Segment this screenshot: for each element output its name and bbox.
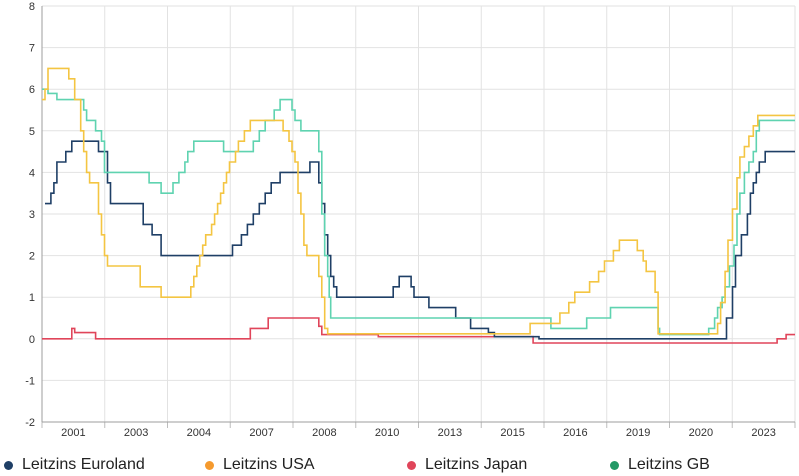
legend-label-usa: Leitzins USA bbox=[223, 456, 315, 473]
series-line-leitzins-euroland bbox=[45, 140, 795, 340]
legend-item-euroland[interactable]: Leitzins Euroland bbox=[4, 456, 145, 474]
x-tick-label: 2016 bbox=[563, 427, 587, 439]
x-axis-ticks: 2001 2003 2004 2007 2008 2010 2013 2015 2016 2019… bbox=[61, 427, 776, 439]
grid-lines bbox=[41, 5, 796, 423]
x-tick-label: 2010 bbox=[375, 427, 399, 439]
y-tick-label: 0 bbox=[29, 334, 35, 346]
y-tick-label: 5 bbox=[29, 126, 35, 138]
series-line-leitzins-usa bbox=[42, 67, 795, 335]
legend-label-gb: Leitzins GB bbox=[628, 456, 710, 473]
y-tick-label: -1 bbox=[25, 375, 35, 387]
legend-dot-euroland bbox=[4, 460, 13, 470]
legend-dot-gb bbox=[610, 460, 619, 470]
x-tick-label: 2019 bbox=[626, 427, 650, 439]
legend-label-euroland: Leitzins Euroland bbox=[22, 456, 145, 473]
x-tick-label: 2013 bbox=[438, 427, 462, 439]
x-tick-label: 2008 bbox=[312, 427, 336, 439]
legend-dot-japan bbox=[407, 460, 416, 470]
legend-label-japan: Leitzins Japan bbox=[425, 456, 528, 473]
y-tick-label: 4 bbox=[29, 167, 35, 179]
legend-dot-usa bbox=[205, 460, 214, 470]
y-tick-label: 8 bbox=[29, 1, 35, 13]
x-tick-label: 2007 bbox=[249, 427, 273, 439]
y-tick-label: -2 bbox=[25, 417, 35, 429]
legend-item-usa[interactable]: Leitzins USA bbox=[205, 456, 315, 474]
y-tick-label: 2 bbox=[29, 251, 35, 263]
x-tick-label: 2023 bbox=[751, 427, 775, 439]
x-tick-label: 2001 bbox=[61, 427, 85, 439]
x-tick-label: 2020 bbox=[689, 427, 713, 439]
x-tick-label: 2015 bbox=[500, 427, 524, 439]
y-tick-label: 7 bbox=[29, 43, 35, 55]
y-tick-label: 3 bbox=[29, 209, 35, 221]
series-line-leitzins-gb bbox=[42, 88, 795, 336]
y-tick-label: 1 bbox=[29, 292, 35, 304]
x-tick-label: 2003 bbox=[124, 427, 148, 439]
y-axis-ticks: -2 -1 0 1 2 3 4 5 6 7 8 bbox=[25, 1, 35, 429]
series-lines bbox=[42, 67, 795, 344]
y-tick-label: 6 bbox=[29, 84, 35, 96]
axes bbox=[41, 6, 796, 428]
series-line-leitzins-japan bbox=[42, 317, 795, 344]
legend-item-japan[interactable]: Leitzins Japan bbox=[407, 456, 527, 474]
legend: Leitzins Euroland Leitzins USA Leitzins … bbox=[0, 452, 799, 476]
legend-item-gb[interactable]: Leitzins GB bbox=[610, 456, 710, 474]
x-tick-label: 2004 bbox=[187, 427, 211, 439]
